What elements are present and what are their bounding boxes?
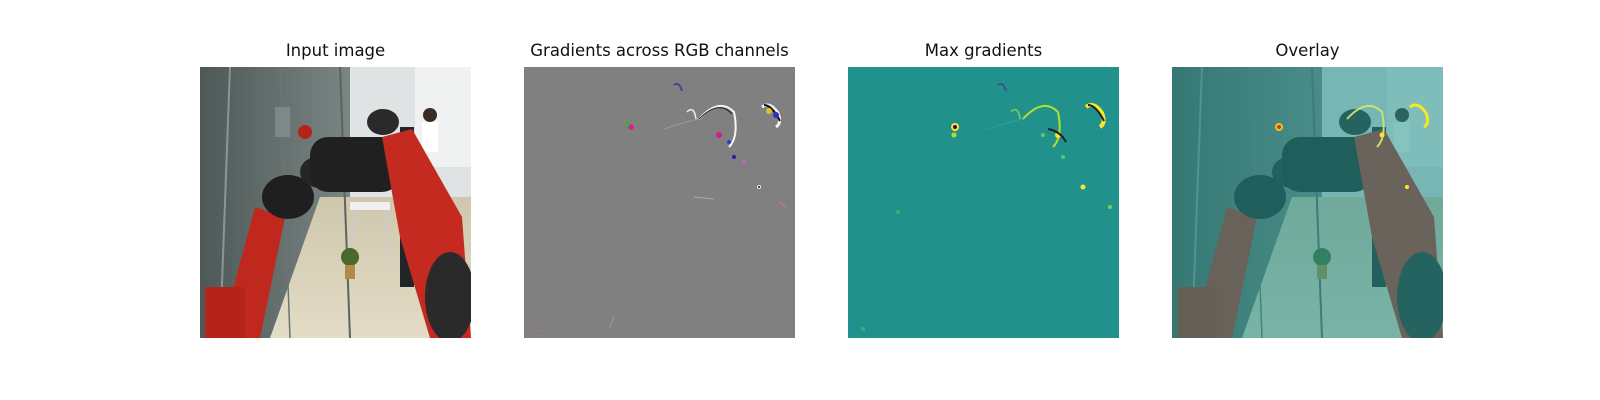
- panel-title-gradients-rgb: Gradients across RGB channels: [530, 41, 789, 60]
- overlay-image: [1172, 67, 1443, 338]
- max-gradients-image: [848, 67, 1119, 338]
- input-image: [200, 67, 471, 338]
- panel-title-overlay: Overlay: [1275, 41, 1340, 60]
- panel-title-input-image: Input image: [285, 41, 386, 60]
- gradients-rgb-image: [524, 67, 795, 338]
- panel-title-max-gradients: Max gradients: [924, 41, 1043, 60]
